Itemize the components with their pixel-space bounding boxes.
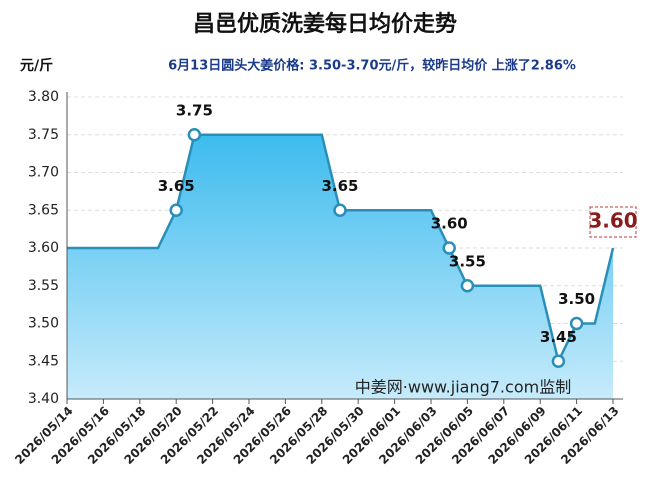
last-label-box — [589, 206, 637, 238]
y-tick-label: 3.55 — [28, 278, 59, 294]
point — [169, 203, 183, 217]
data-label: 3.60 — [588, 209, 637, 233]
y-tick-label: 3.60 — [28, 240, 59, 256]
point — [442, 241, 456, 255]
point — [551, 354, 566, 368]
point — [187, 128, 202, 142]
chart-title: 昌邑优质洗姜每日均价走势 — [193, 11, 457, 37]
y-tick-label: 3.50 — [28, 316, 59, 332]
point — [460, 279, 475, 293]
y-tick-label: 3.70 — [28, 165, 59, 181]
watermark: 中姜网·www.jiang7.com监制 — [355, 378, 571, 397]
y-unit: 元/斤 — [20, 57, 53, 74]
y-tick-label: 3.45 — [28, 353, 59, 369]
y-tick-label: 3.40 — [28, 391, 59, 407]
y-tick-label: 3.75 — [28, 127, 59, 143]
point — [569, 316, 584, 331]
data-label: 3.60 — [431, 215, 468, 233]
y-tick-label: 3.80 — [28, 89, 59, 105]
point — [333, 203, 347, 217]
area — [67, 134, 613, 399]
data-label: 3.75 — [176, 101, 213, 119]
data-label: 3.65 — [321, 177, 358, 195]
subtitle: 6月13日圆头大姜价格: 3.50-3.70元/斤，较昨日均价 上涨了2.86% — [168, 58, 576, 74]
data-label: 3.65 — [158, 177, 195, 195]
y-tick-label: 3.65 — [28, 202, 59, 218]
data-label: 3.45 — [540, 328, 577, 346]
data-label: 3.50 — [558, 290, 595, 308]
data-label: 3.55 — [449, 252, 486, 270]
